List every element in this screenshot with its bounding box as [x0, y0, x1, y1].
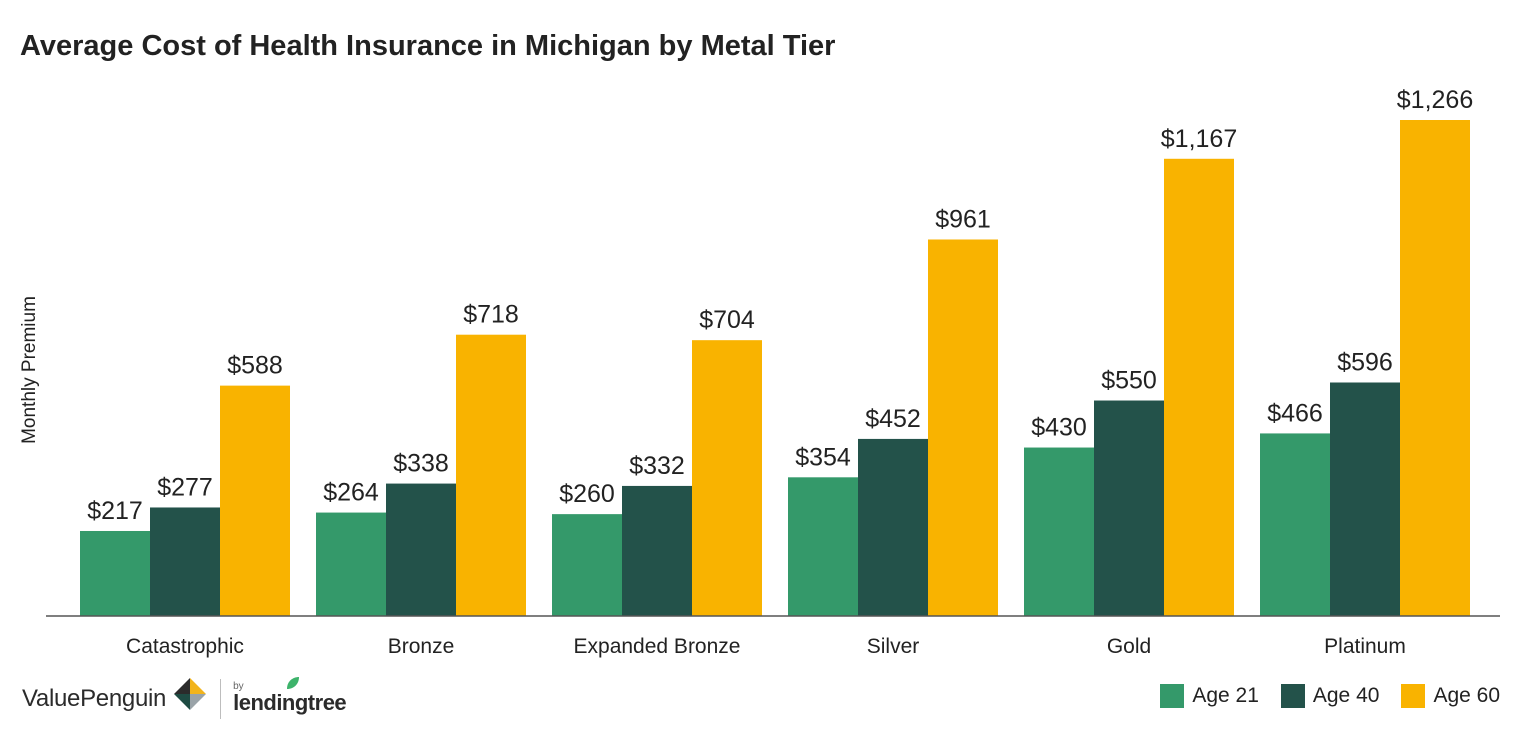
legend-swatch: [1160, 684, 1185, 708]
category-label: Gold: [1107, 635, 1151, 658]
value-label: $466: [1267, 399, 1323, 427]
value-label: $217: [87, 497, 143, 525]
legend-item: Age 40: [1280, 684, 1380, 708]
legend-item: Age 60: [1401, 684, 1500, 708]
bar-age-21-platinum: [1260, 433, 1330, 616]
bar-age-60-expanded-bronze: [692, 340, 762, 616]
value-labels-group: $217 $277 $588 $264 $338 $718 $260 $332 $704 $354…: [87, 86, 1473, 525]
value-label: $550: [1101, 367, 1157, 395]
brand-divider: [220, 678, 222, 719]
category-label: Bronze: [388, 635, 455, 658]
legend-label: Age 21: [1192, 684, 1259, 707]
value-label: $277: [157, 473, 213, 501]
bar-age-40-platinum: [1330, 382, 1400, 616]
value-label: $430: [1031, 414, 1087, 442]
legend-label: Age 60: [1433, 684, 1500, 707]
valuepenguin-logo-icon: [172, 676, 208, 721]
bar-age-21-gold: [1024, 447, 1094, 616]
category-label: Silver: [867, 635, 920, 658]
bar-age-21-silver: [788, 477, 858, 616]
chart-title: Average Cost of Health Insurance in Mich…: [20, 30, 836, 62]
bar-age-60-bronze: [456, 334, 526, 616]
bar-age-60-gold: [1164, 158, 1234, 616]
value-label: $1,266: [1397, 86, 1473, 114]
legend-swatch: [1280, 684, 1305, 708]
lendingtree-leaf-icon: [285, 675, 301, 696]
legend-swatch: [1401, 684, 1426, 708]
category-label: Catastrophic: [126, 635, 244, 658]
bar-age-40-bronze: [386, 483, 456, 616]
value-label: $596: [1337, 348, 1393, 376]
value-label: $452: [865, 405, 921, 433]
value-label: $264: [323, 479, 379, 507]
value-label: $588: [227, 352, 283, 380]
bar-age-60-silver: [928, 239, 998, 616]
value-label: $332: [629, 452, 685, 480]
category-labels-group: Catastrophic Bronze Expanded Bronze Silver G…: [126, 635, 1406, 658]
bar-age-60-platinum: [1400, 120, 1470, 616]
bar-age-21-bronze: [316, 512, 386, 616]
bar-age-40-gold: [1094, 400, 1164, 616]
lendingtree-logo: by lendingtree: [233, 677, 347, 716]
bar-age-21-catastrophic: [80, 530, 150, 616]
bars-group: [80, 120, 1470, 616]
legend-item: Age 21: [1160, 684, 1259, 708]
category-label: Platinum: [1324, 635, 1406, 658]
value-label: $338: [393, 450, 449, 478]
value-label: $354: [795, 443, 851, 471]
bar-age-60-catastrophic: [220, 385, 290, 616]
category-label: Expanded Bronze: [574, 635, 741, 658]
value-label: $1,167: [1161, 125, 1237, 153]
legend-label: Age 40: [1312, 684, 1380, 707]
value-label: $704: [699, 306, 755, 334]
value-label: $961: [935, 205, 991, 233]
valuepenguin-wordmark: ValuePenguin: [22, 684, 167, 712]
bar-age-40-catastrophic: [150, 507, 220, 616]
value-label: $260: [559, 480, 615, 508]
lendingtree-wordmark: lendingtree: [233, 690, 347, 715]
chart-legend: Age 21 Age 40 Age 60: [1160, 684, 1500, 708]
bar-age-40-silver: [858, 438, 928, 616]
bar-age-40-expanded-bronze: [622, 485, 692, 616]
brand-footer: ValuePenguin by lendingtree: [22, 676, 347, 721]
bar-age-21-expanded-bronze: [552, 514, 622, 616]
lendingtree-by: by: [233, 681, 244, 692]
value-label: $718: [463, 301, 519, 329]
